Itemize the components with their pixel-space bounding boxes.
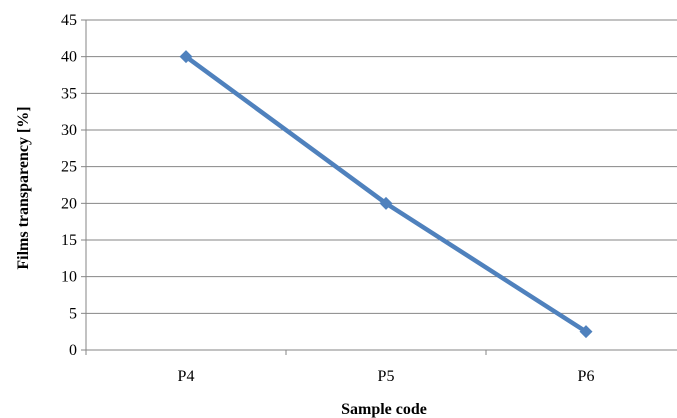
x-axis-title: Sample code (341, 401, 427, 418)
y-tick-label: 15 (61, 232, 77, 249)
data-point-marker (179, 50, 193, 64)
y-axis-title: Films transparency [%] (15, 106, 32, 269)
y-tick-label: 25 (61, 159, 77, 176)
x-tick-label: P4 (178, 368, 195, 385)
x-axis: P4 P5 P6 (85, 349, 677, 385)
y-tick-label: 20 (61, 195, 77, 212)
y-tick-label: 45 (61, 12, 77, 29)
series-group (179, 50, 593, 339)
y-tick-label: 40 (61, 49, 77, 66)
data-point-marker (379, 196, 393, 210)
series-line (183, 54, 589, 334)
y-tick-label: 30 (61, 122, 77, 139)
data-point-marker (579, 325, 593, 339)
gridlines (86, 19, 677, 314)
y-axis: 0 5 10 15 20 25 30 35 40 45 (61, 12, 87, 359)
x-tick-label: P6 (578, 368, 595, 385)
y-tick-label: 10 (61, 269, 77, 286)
y-tick-label: 35 (61, 85, 77, 102)
x-tick-label: P5 (378, 368, 395, 385)
y-tick-label: 0 (69, 342, 77, 359)
y-tick-label: 5 (69, 305, 77, 322)
